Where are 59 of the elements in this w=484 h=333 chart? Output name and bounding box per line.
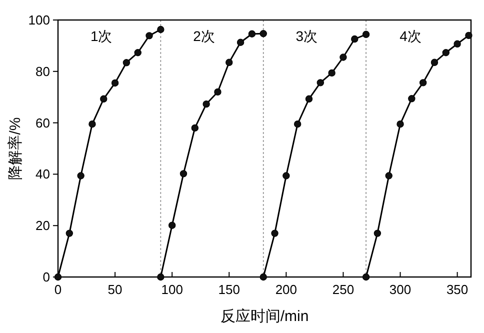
point	[214, 88, 222, 96]
point	[260, 273, 267, 281]
point	[328, 69, 336, 77]
point	[111, 79, 119, 87]
point	[146, 32, 153, 40]
annotation: 3次	[296, 28, 318, 44]
point	[122, 59, 130, 66]
point	[236, 38, 244, 46]
y-tick-label: 40	[36, 166, 50, 182]
point	[294, 120, 302, 128]
point	[454, 40, 461, 48]
point	[157, 273, 164, 281]
annotation: 4次	[400, 28, 422, 44]
x-tick-label: 0	[54, 282, 62, 297]
point	[442, 49, 450, 56]
point	[282, 172, 290, 180]
point	[271, 230, 278, 237]
annotation: 2次	[193, 28, 215, 44]
y-tick-label: 20	[36, 218, 50, 234]
y-tick-label: 100	[28, 12, 50, 28]
point	[396, 120, 404, 128]
x-tick-label: 50	[108, 282, 122, 297]
x-tick-label: 150	[218, 282, 240, 297]
y-tick-label: 80	[36, 64, 50, 79]
y-tick-label: 0	[42, 270, 50, 284]
point	[191, 124, 199, 132]
point	[419, 79, 427, 86]
point	[77, 172, 84, 180]
point	[374, 230, 382, 237]
x-axis-title: 反应时间/min	[220, 308, 309, 325]
point	[66, 230, 74, 237]
x-tick-label: 100	[161, 282, 183, 297]
x-tick-label: 300	[389, 282, 412, 297]
point	[88, 120, 96, 128]
y-tick-label: 60	[36, 115, 50, 130]
x-tick-label: 350	[446, 282, 468, 297]
annotation: 1次	[90, 28, 112, 44]
point	[351, 35, 358, 43]
point	[202, 100, 210, 108]
point	[430, 58, 438, 66]
point	[226, 58, 233, 66]
point	[408, 95, 416, 102]
point	[100, 95, 108, 102]
point	[260, 30, 267, 38]
point	[385, 172, 392, 180]
point	[362, 273, 370, 281]
point	[134, 49, 142, 56]
point	[305, 95, 313, 102]
point	[168, 222, 176, 229]
point	[248, 30, 256, 38]
point	[157, 26, 164, 34]
point	[180, 170, 188, 178]
point	[465, 32, 472, 40]
x-tick-label: 200	[275, 282, 298, 297]
x-tick-label: 250	[332, 282, 354, 297]
y-axis-title: 降解率/%	[7, 117, 24, 180]
point	[340, 54, 347, 61]
point	[316, 79, 324, 86]
point	[362, 30, 370, 38]
